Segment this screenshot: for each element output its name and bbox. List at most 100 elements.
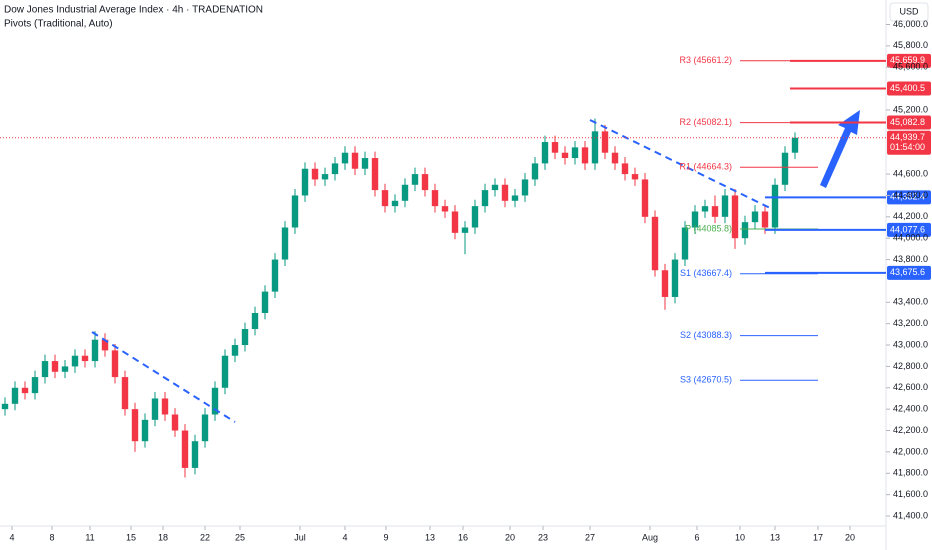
candle-body <box>701 206 709 212</box>
price-tag <box>887 222 931 237</box>
candle-body <box>31 377 39 394</box>
x-tick-label: 22 <box>200 532 210 542</box>
price-tag <box>887 265 931 280</box>
x-tick-label: 23 <box>538 532 548 542</box>
y-tick-label: 42,800.0 <box>893 361 928 371</box>
candle-body <box>321 174 329 180</box>
candle-body <box>761 211 769 228</box>
candle-body <box>511 195 519 201</box>
price-tag-label: 45,659.9 <box>890 55 925 65</box>
candle-body <box>11 387 19 404</box>
currency-box[interactable] <box>889 2 929 22</box>
price-tag-label: 44,382.4 <box>890 192 925 202</box>
overlay: R3 (45661.2) R2 (45082.1) R1 (44664.3) P (4… <box>0 53 931 385</box>
indicator-label: Pivots (Traditional, Auto) <box>4 19 113 30</box>
candle-body <box>231 345 239 356</box>
candle-body <box>711 206 719 217</box>
x-tick-label: 13 <box>425 532 435 542</box>
candle-body <box>71 355 79 367</box>
candle-body <box>561 152 569 159</box>
x-tick-label: 8 <box>49 532 54 542</box>
x-tick-label: 11 <box>85 532 94 542</box>
candle-body <box>381 190 389 207</box>
x-tick-label: 13 <box>770 532 780 542</box>
candle-body <box>461 227 469 233</box>
candle-body <box>591 131 599 164</box>
candle-body <box>601 131 609 153</box>
candle-body <box>491 184 499 191</box>
candle-body <box>251 312 259 330</box>
price-tag-label: 45,400.5 <box>890 83 925 93</box>
x-tick-label: 20 <box>845 532 855 542</box>
y-tick-label: 44,000.0 <box>893 233 928 243</box>
candle-body <box>291 195 299 228</box>
y-tick-label: 41,400.0 <box>893 510 928 520</box>
candle-body <box>401 184 409 201</box>
candle-body <box>311 168 319 180</box>
candle-body <box>371 158 379 191</box>
candle-body <box>411 174 419 185</box>
x-tick-label: 20 <box>505 532 515 542</box>
candle-body <box>471 206 479 228</box>
candle-body <box>191 441 199 468</box>
x-tick-label: Aug <box>642 532 658 542</box>
x-tick-label: 27 <box>585 532 595 542</box>
candle-body <box>691 211 699 228</box>
candle-body <box>141 419 149 442</box>
price-tag-label: 45,082.8 <box>890 117 925 127</box>
x-tick-label: 25 <box>235 532 245 542</box>
candle-body <box>331 163 339 175</box>
x-tick-label: Jul <box>294 532 306 542</box>
y-tick-label: 46,000.0 <box>893 19 928 29</box>
y-tick-label: 42,600.0 <box>893 382 928 392</box>
price-tag <box>887 190 931 205</box>
candle-body <box>341 152 349 164</box>
candle-body <box>781 152 789 185</box>
candle-body <box>541 142 549 164</box>
last-price-label: 44,939.7 <box>890 132 925 142</box>
candle-body <box>451 211 459 233</box>
candle-body <box>771 184 779 228</box>
candle-body <box>581 147 589 164</box>
candle-body <box>351 152 359 169</box>
price-tag <box>887 53 931 68</box>
currency: USD <box>899 6 919 16</box>
price-tag <box>887 115 931 130</box>
candle-body <box>281 227 289 260</box>
candle-body <box>241 329 249 346</box>
candle-body <box>791 137 799 153</box>
candle-body <box>301 168 309 196</box>
candle-body <box>611 152 619 164</box>
pivot-label: P (44085.8) <box>685 223 732 233</box>
candle-body <box>121 377 129 410</box>
candle-body <box>651 216 659 271</box>
y-tick-label: 45,200.0 <box>893 104 928 114</box>
candle-body <box>571 147 579 159</box>
trendline <box>91 331 236 423</box>
candle-body <box>81 355 89 362</box>
y-tick-label: 41,600.0 <box>893 489 928 499</box>
candle-body <box>731 195 739 239</box>
candle-body <box>181 430 189 468</box>
y-tick-label: 43,800.0 <box>893 254 928 264</box>
x-tick-label: 10 <box>735 532 745 542</box>
candle-body <box>621 163 629 175</box>
candle-body <box>631 174 639 180</box>
pivot-label: S3 (42670.5) <box>680 375 732 385</box>
candle-body <box>111 350 119 378</box>
countdown: 01:54:00 <box>890 142 925 152</box>
candle-body <box>1 403 9 410</box>
x-tick-label: 9 <box>383 532 388 542</box>
candle-body <box>421 174 429 191</box>
arrow <box>820 110 860 188</box>
pivot-label: S2 (43088.3) <box>680 330 732 340</box>
x-tick-label: 16 <box>458 532 468 542</box>
price-tag-label: 43,675.6 <box>890 267 925 277</box>
candle-body <box>171 414 179 431</box>
y-tick-label: 43,200.0 <box>893 318 928 328</box>
candle-body <box>211 387 219 415</box>
x-tick-label: 4 <box>9 532 14 542</box>
candle-body <box>501 184 509 201</box>
candle-body <box>221 355 229 388</box>
